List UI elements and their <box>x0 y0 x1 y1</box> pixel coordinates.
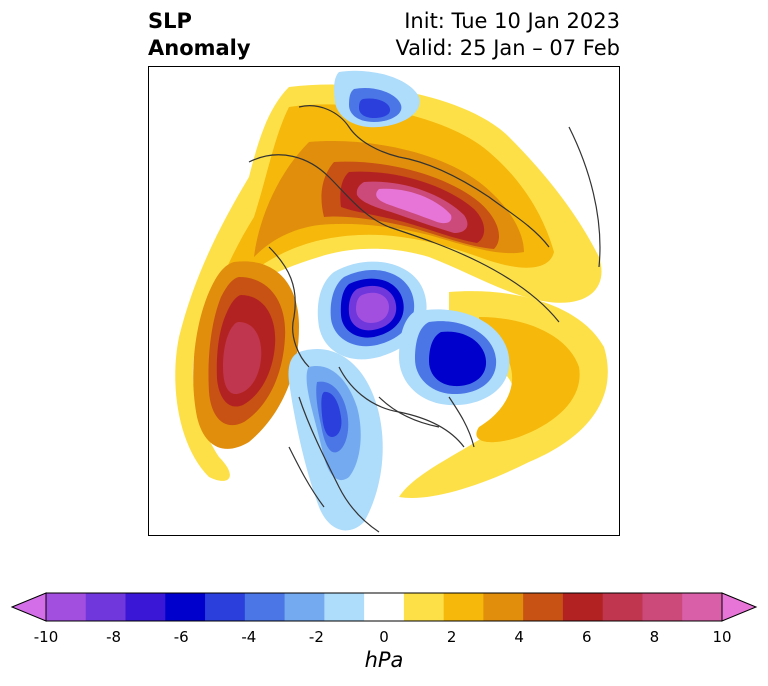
colorbar-bin <box>284 593 325 621</box>
init-date: Init: Tue 10 Jan 2023 <box>404 9 620 33</box>
valid-period: Valid: 25 Jan – 07 Feb <box>395 36 620 60</box>
anomaly-baffin-negative <box>399 309 510 406</box>
colorbar-tick-label: -6 <box>173 628 189 646</box>
colorbar-tick-label: 4 <box>514 628 524 646</box>
colorbar-bin <box>85 593 127 621</box>
colorbar-bin <box>562 593 604 621</box>
colorbar-bins <box>10 592 758 622</box>
colorbar-tick-label: -10 <box>33 628 59 646</box>
colorbar-tick-label: 2 <box>446 628 457 646</box>
colorbar-bin <box>244 593 286 621</box>
colorbar-extend-min <box>10 592 47 622</box>
map-title: SLP Anomaly <box>148 8 251 62</box>
colorbar-tick-label: 0 <box>379 628 389 646</box>
colorbar-tick-label: 6 <box>582 628 592 646</box>
colorbar-tick-label: 8 <box>649 628 660 646</box>
colorbar-border <box>45 592 723 622</box>
colorbar-tick-label: 10 <box>712 628 732 646</box>
anomaly-scandinavia-negative <box>334 70 420 128</box>
colorbar-tick-label: -4 <box>241 628 257 646</box>
colorbar-bin <box>443 593 484 621</box>
colorbar-bin <box>523 593 564 621</box>
anomaly-north-america-negative <box>288 349 383 531</box>
colorbar-units: hPa <box>364 648 404 672</box>
colorbar-bin <box>483 593 524 621</box>
anomaly-map-canvas <box>175 70 608 533</box>
title-line-2: Anomaly <box>148 36 251 60</box>
title-line-1: SLP <box>148 9 192 33</box>
colorbar-bin <box>324 593 365 621</box>
colorbar-bin <box>46 593 87 621</box>
colorbar-bin <box>125 593 166 621</box>
anomaly-north-pacific-positive <box>193 261 299 449</box>
colorbar-bin <box>205 593 246 621</box>
colorbar-bin <box>642 593 683 621</box>
coastlines <box>248 105 601 533</box>
anomaly-arctic-negative <box>317 261 427 360</box>
colorbar-bin <box>403 593 445 621</box>
date-info: Init: Tue 10 Jan 2023 Valid: 25 Jan – 07… <box>395 8 620 62</box>
colorbar-bin <box>602 593 643 621</box>
colorbar-tick-label: -2 <box>308 628 324 646</box>
colorbar-bin <box>682 593 723 621</box>
colorbar-extend-max <box>721 592 758 622</box>
colorbar-tick-label: -8 <box>106 628 122 646</box>
colorbar-bin <box>364 593 405 621</box>
colorbar-bin <box>165 593 206 621</box>
anomaly-map <box>148 66 620 536</box>
colorbar <box>10 592 758 622</box>
